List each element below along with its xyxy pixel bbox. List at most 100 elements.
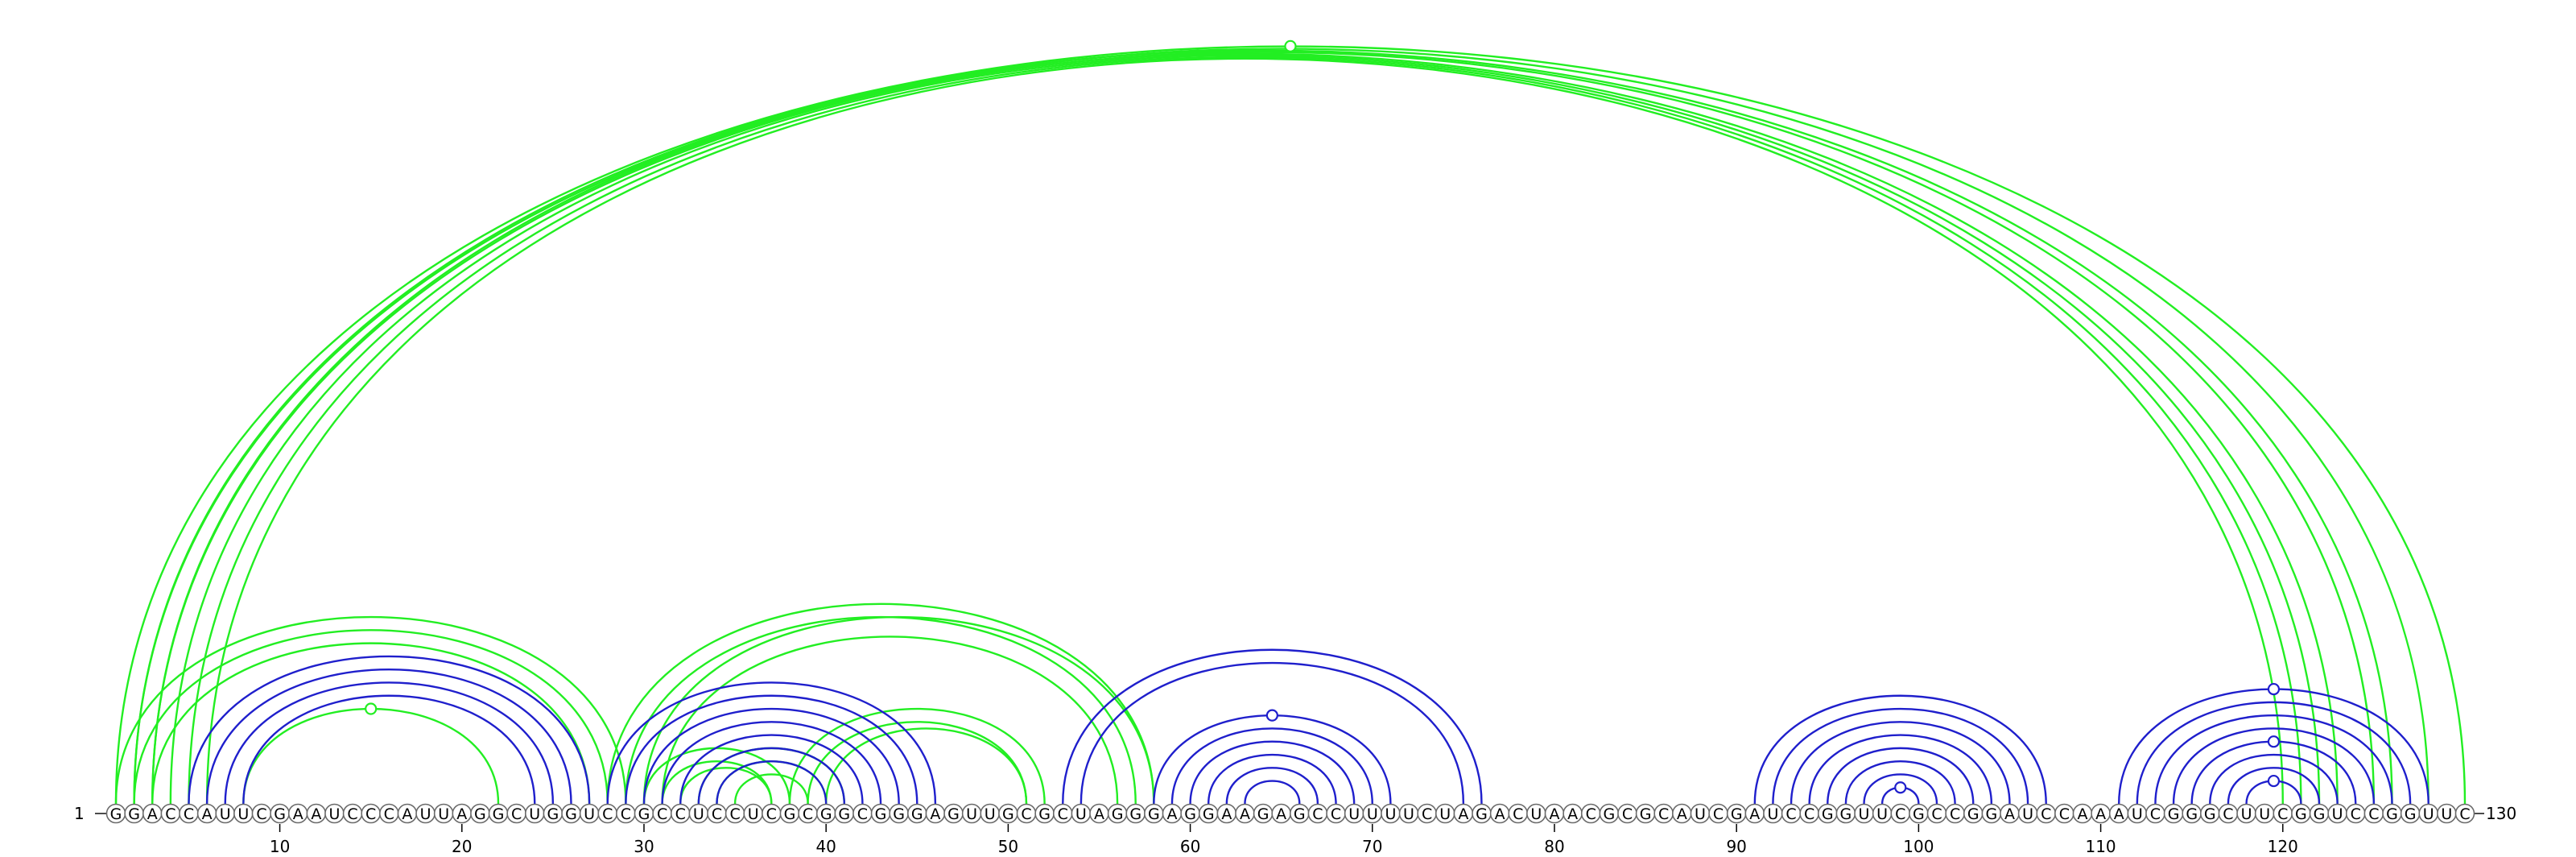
nucleotide-70: U [1362,803,1383,824]
nucleotide-letter: G [474,805,486,823]
nucleotide-letter: G [1913,805,1925,823]
nucleotide-letter: U [985,805,996,823]
nucleotide-letter: C [766,805,777,823]
nucleotide-48: U [961,803,982,824]
nucleotide-letter: G [2168,805,2180,823]
nucleotide-letter: U [1859,805,1870,823]
base-pair-arc-113-126 [2154,714,2393,805]
base-pair-arc-62-67 [1225,767,1319,805]
nucleotide-letter: C [729,805,740,823]
nucleotide-104: G [1981,803,2002,824]
nucleotide-46: A [925,803,946,824]
nucleotide-letter: A [147,805,158,823]
nucleotide-81: A [1563,803,1583,824]
nucleotide-letter: G [1985,805,1997,823]
nucleotide-23: C [506,803,526,824]
nucleotide-letter: G [1967,805,1979,823]
nucleotide-letter: G [875,805,887,823]
nucleotide-71: U [1381,803,1401,824]
nucleotide-12: A [306,803,327,824]
nucleotide-letter: G [1112,805,1124,823]
nucleotide-letter: U [2132,805,2143,823]
nucleotide-109: A [2072,803,2093,824]
nucleotide-74: U [1435,803,1455,824]
nucleotide-29: C [616,803,636,824]
nucleotide-93: C [1781,803,1802,824]
nucleotide-circle [2454,803,2475,824]
nucleotide-letter: G [110,805,122,823]
nucleotide-letter: U [2022,805,2033,823]
nucleotide-2: G [124,803,144,824]
nucleotide-letter: U [1530,805,1542,823]
nucleotide-10: G [270,803,290,824]
nucleotide-106: U [2017,803,2038,824]
nucleotide-120: C [2273,803,2293,824]
nucleotide-letter: C [1804,805,1814,823]
base-pair-arc-117-122 [2227,767,2321,805]
nucleotide-letter: U [2441,805,2452,823]
nucleotide-letter: C [347,805,357,823]
nucleotide-letter: C [1785,805,1796,823]
base-pair-arc-63-66 [1244,780,1301,805]
nucleotide-16: C [378,803,399,824]
nucleotide-letter: U [2259,805,2270,823]
nucleotide-35: C [724,803,745,824]
nucleotide-17: A [397,803,418,824]
nucleotide-88: U [1690,803,1711,824]
nucleotide-107: C [2036,803,2057,824]
nucleotide-61: G [1198,803,1219,824]
nucleotide-letter: U [1695,805,1706,823]
nucleotide-14: C [342,803,363,824]
nucleotide-letter: C [511,805,522,823]
nucleotide-123: U [2327,803,2347,824]
base-pair-arc-59-70 [1170,727,1373,805]
tick-label-70: 70 [1362,837,1382,856]
nucleotide-32: C [670,803,691,824]
nucleotide-42: C [852,803,873,824]
nucleotide-letter: C [1058,805,1068,823]
nucleotide-105: A [2000,803,2020,824]
nucleotide-letter: A [2004,805,2015,823]
nucleotide-letter: A [1749,805,1760,823]
end-position-label: 130 [2486,804,2516,823]
nucleotide-letter: U [1075,805,1087,823]
nucleotide-40: G [815,803,836,824]
nucleotide-34: C [707,803,727,824]
nucleotide-letter: G [493,805,505,823]
nucleotide-letter: C [621,805,631,823]
nucleotide-letter: G [1203,805,1215,823]
nucleotide-41: G [834,803,855,824]
nucleotide-letter: U [1767,805,1778,823]
nucleotide-letter: G [1640,805,1652,823]
nucleotide-letter: G [2314,805,2326,823]
nucleotide-letter: C [184,805,194,823]
nucleotide-47: G [943,803,964,824]
position-axis: 10 20 30 40 50 60 70 80 90 100 110 120 [270,824,2298,856]
arc-apex-marker-1 [1284,39,1297,52]
nucleotide-110: A [2091,803,2111,824]
nucleotide-letter: U [438,805,449,823]
nucleotide-112: U [2127,803,2148,824]
nucleotide-letter: U [2332,805,2343,823]
nucleotide-letter: A [2095,805,2106,823]
nucleotide-130: C [2454,803,2475,824]
nucleotide-letter: A [1221,805,1232,823]
nucleotide-99: C [1890,803,1911,824]
nucleotide-letter: G [911,805,923,823]
nucleotide-89: C [1708,803,1728,824]
base-pair-arc-3-125 [151,51,2376,805]
nucleotide-57: G [1125,803,1146,824]
nucleotide-letter: G [1603,805,1615,823]
base-pair-arc-94-104 [1808,734,1993,805]
nucleotide-letter: U [2423,805,2434,823]
nucleotide-letter: C [602,805,613,823]
base-pair-arc-35-39 [733,773,809,805]
nucleotide-letter: G [2295,805,2307,823]
nucleotide-letter: A [1458,805,1468,823]
nucleotide-letter: U [584,805,595,823]
base-pair-arc-3-123 [151,52,2339,805]
base-pair-arc-32-42 [679,734,864,805]
nucleotide-letter: C [2223,805,2233,823]
nucleotide-54: U [1071,803,1092,824]
nucleotide-92: U [1763,803,1783,824]
